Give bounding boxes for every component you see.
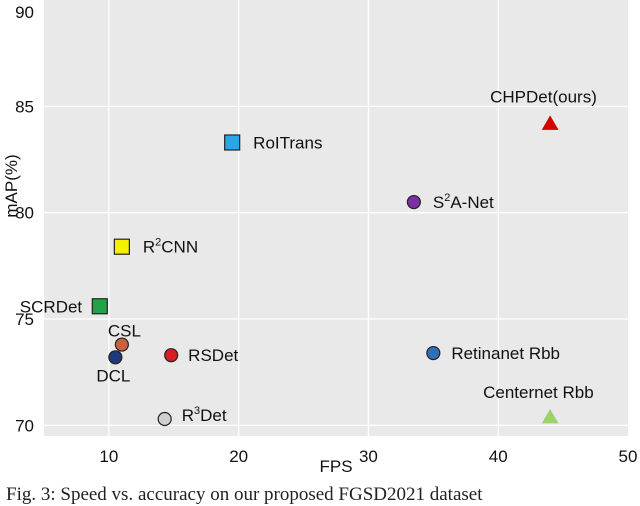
y-axis-title: mAP(%) [2,154,21,217]
x-tick-labels: 10 20 30 40 50 [99,447,637,466]
scatter-chart: 10 20 30 40 50 70 75 80 85 90 CHPDet(ours) RoITra… [2,0,637,476]
point-label-rest: CNN [161,238,198,257]
point-label-chpdet-ours: CHPDet(ours) [490,87,597,106]
point-label-main: R [182,406,194,425]
point-marker-chpdet-ours [541,115,559,130]
point-label-main: CSL [108,322,141,341]
point-marker-csl [114,337,129,352]
point-label-scrdet: SCRDet [20,297,83,316]
y-tick-labels: 70 75 80 85 90 [15,3,34,435]
data-points: CHPDet(ours)RoITransS2A-NetR2CNNSCRDetCS… [20,87,597,427]
y-tick-label: 75 [15,310,34,329]
x-tick-label: 50 [619,447,638,466]
point-label-dcl: DCL [96,366,130,385]
point-marker-centernet-rbb [541,408,559,424]
point-label-sup: 2 [155,237,161,249]
point-marker-retinanet-rbb [426,345,441,361]
point-marker-scrdet [91,298,108,315]
point-marker-r2cnn [113,238,130,255]
grid-lines [44,0,628,436]
point-label-main: DCL [96,366,130,385]
point-label-centernet-rbb: Centernet Rbb [483,383,594,402]
point-label-main: S [433,193,444,212]
point-label-r2cnn: R2CNN [143,237,198,257]
point-label-rest: Det [200,406,227,425]
point-marker-roitrans [224,134,241,151]
x-tick-label: 10 [99,447,118,466]
x-tick-label: 20 [229,447,248,466]
point-label-s2a-net: S2A-Net [433,192,494,212]
point-label-sup: 3 [194,405,200,417]
point-label-r3det: R3Det [182,405,227,425]
point-label-retinanet-rbb: Retinanet Rbb [451,344,560,363]
point-marker-dcl [108,350,123,365]
point-label-roitrans: RoITrans [253,133,322,152]
point-label-main: Centernet Rbb [483,383,594,402]
point-marker-rsdet [164,348,179,363]
y-tick-label: 90 [15,3,34,22]
y-tick-label: 70 [15,416,34,435]
point-label-csl: CSL [108,322,141,341]
point-label-main: SCRDet [20,297,83,316]
point-label-main: R [143,238,155,257]
point-marker-r3det [157,411,172,427]
point-marker-s2a-net [406,194,421,210]
x-tick-label: 30 [359,447,378,466]
y-tick-label: 85 [15,97,34,116]
point-label-main: RSDet [188,346,238,365]
point-label-rest: A-Net [450,193,494,212]
y-tick-label: 80 [15,204,34,223]
x-axis-title: FPS [319,457,352,476]
plot-area [44,0,628,436]
figure-caption: Fig. 3: Speed vs. accuracy on our propos… [6,484,483,505]
point-label-sup: 2 [444,192,450,204]
point-label-main: Retinanet Rbb [451,344,560,363]
point-label-rsdet: RSDet [188,346,238,365]
point-label-main: RoITrans [253,133,322,152]
x-tick-label: 40 [489,447,508,466]
point-label-main: CHPDet(ours) [490,87,597,106]
